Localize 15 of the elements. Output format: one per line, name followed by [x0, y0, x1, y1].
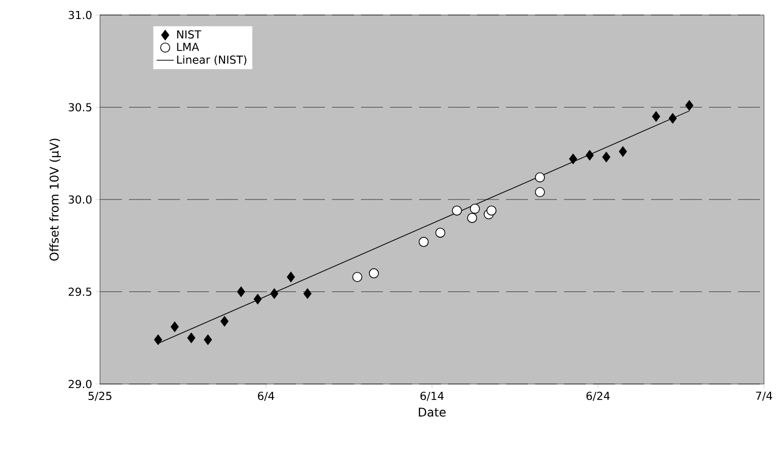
y-tick-label: 30.5: [68, 103, 92, 112]
x-axis-title: Date: [418, 408, 446, 417]
y-tick-label: 30.0: [68, 195, 92, 204]
y-axis-title: Offset from 10V (µV): [49, 138, 61, 261]
x-tick-label: 6/4: [258, 392, 274, 401]
y-tick-label: 31.0: [68, 10, 92, 20]
x-tick-label: 6/14: [420, 392, 444, 401]
x-tick-label: 6/24: [586, 392, 610, 401]
legend-label: NIST: [177, 30, 202, 39]
x-tick-label: 5/25: [88, 392, 112, 401]
x-tick-label: 7/4: [756, 392, 772, 401]
y-tick-label: 29.0: [68, 380, 92, 388]
legend-label: LMA: [177, 42, 200, 51]
legend-label: Linear (NIST): [177, 55, 246, 66]
y-tick-label: 29.5: [68, 288, 92, 296]
